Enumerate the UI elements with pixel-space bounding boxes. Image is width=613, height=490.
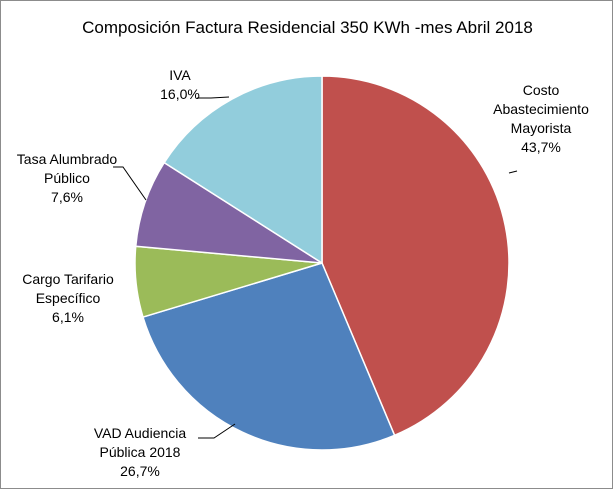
pie-slice-iva — [163, 75, 323, 265]
pie-slice-costo-abastecimiento-mayorista — [321, 75, 510, 437]
data-label-cargo-tarifario-especifico: Cargo Tarifario Específico 6,1% — [22, 271, 114, 325]
data-label-iva: IVA 16,0% — [160, 67, 200, 102]
leader-line-iva — [197, 96, 230, 99]
leader-line-costo-abastecimiento-mayorista — [508, 170, 518, 174]
chart-title: Composición Factura Residencial 350 KWh … — [82, 18, 533, 37]
leader-line-tasa-alumbrado-publico — [113, 166, 147, 201]
leader-line-vad-audiencia-publica-2018 — [198, 423, 236, 439]
data-label-vad-audiencia-publica-2018: VAD Audiencia Pública 2018 26,7% — [94, 425, 187, 479]
data-label-tasa-alumbrado-publico: Tasa Alumbrado Público 7,6% — [17, 151, 118, 205]
data-label-costo-abastecimiento-mayorista: Costo Abastecimiento Mayorista 43,7% — [493, 82, 589, 155]
pie-slice-vad-audiencia-publica-2018 — [142, 262, 396, 451]
